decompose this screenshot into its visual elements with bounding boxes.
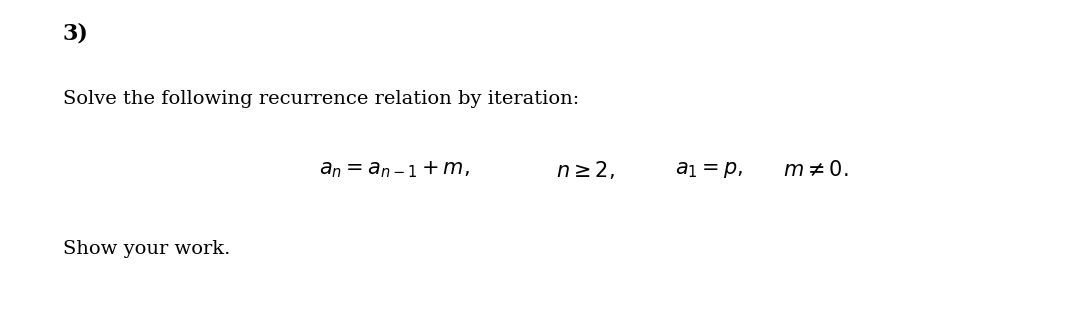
Text: Solve the following recurrence relation by iteration:: Solve the following recurrence relation … xyxy=(63,90,579,108)
Text: $a_1 = p,$: $a_1 = p,$ xyxy=(675,160,743,180)
Text: 3): 3) xyxy=(63,22,89,44)
Text: $n \geq 2,$: $n \geq 2,$ xyxy=(556,159,615,180)
Text: $a_n = a_{n-1} + m,$: $a_n = a_{n-1} + m,$ xyxy=(319,159,470,180)
Text: $m \neq 0.$: $m \neq 0.$ xyxy=(783,160,849,180)
Text: Show your work.: Show your work. xyxy=(63,240,230,258)
